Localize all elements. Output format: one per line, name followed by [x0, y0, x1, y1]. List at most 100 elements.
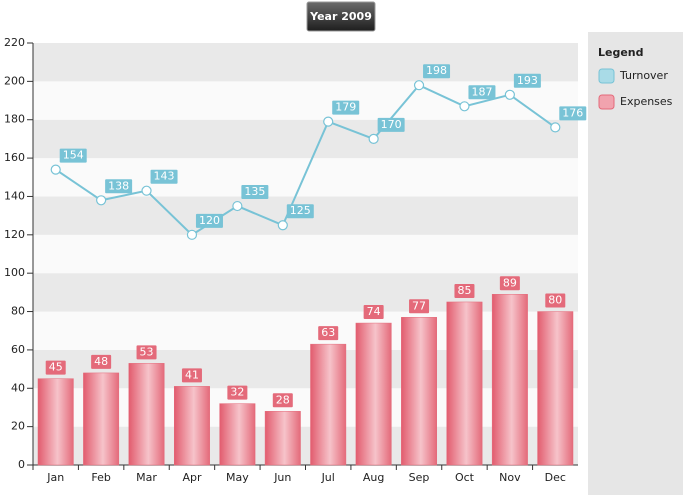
data-label: 120	[199, 214, 220, 227]
data-label: 48	[94, 355, 108, 368]
grid-band	[33, 311, 578, 350]
data-label: 138	[108, 179, 129, 192]
x-tick-label: Jun	[273, 471, 291, 484]
y-tick-label: 20	[11, 420, 25, 433]
y-tick-label: 40	[11, 381, 25, 394]
data-label-box	[105, 179, 133, 194]
bar	[537, 311, 574, 466]
data-label-box	[468, 85, 496, 100]
x-tick-label: Feb	[91, 471, 110, 484]
x-tick-label: Jul	[321, 471, 335, 484]
data-label-box	[91, 354, 112, 369]
data-label-box	[363, 305, 384, 320]
legend-label: Turnover	[619, 69, 668, 82]
y-tick-label: 220	[4, 36, 25, 49]
data-label-box	[559, 106, 587, 121]
data-label: 125	[290, 204, 311, 217]
data-label: 74	[367, 305, 381, 318]
grid-band	[33, 119, 578, 159]
y-tick-label: 0	[18, 458, 25, 471]
bar	[83, 372, 120, 466]
line-point	[141, 185, 152, 196]
data-label-box	[181, 368, 202, 383]
data-label: 193	[517, 74, 538, 87]
line-point	[504, 89, 515, 100]
data-label-box	[150, 169, 178, 184]
legend-label: Expenses	[620, 95, 673, 108]
x-tick-label: Oct	[455, 471, 475, 484]
x-tick-label: Aug	[363, 471, 384, 484]
x-tick-label: Sep	[409, 471, 430, 484]
x-tick-label: Nov	[499, 471, 521, 484]
grid-band	[33, 426, 578, 465]
data-label: 89	[503, 276, 517, 289]
data-label: 32	[230, 386, 244, 399]
data-label: 154	[63, 149, 84, 162]
data-label: 187	[471, 85, 492, 98]
bar	[401, 317, 438, 466]
bar	[128, 363, 165, 466]
data-label-box	[513, 73, 541, 88]
grid-band	[33, 273, 578, 312]
bar	[446, 301, 483, 466]
y-tick-label: 60	[11, 343, 25, 356]
grid-band	[33, 234, 578, 274]
data-label: 63	[321, 326, 335, 339]
title-button[interactable]	[306, 1, 376, 32]
data-label: 143	[154, 170, 175, 183]
data-label: 53	[140, 345, 154, 358]
bar	[310, 343, 347, 466]
data-label-box	[286, 204, 314, 219]
y-tick-label: 120	[4, 228, 25, 241]
data-label: 179	[335, 101, 356, 114]
x-tick-label: May	[226, 471, 249, 484]
y-tick-label: 200	[4, 74, 25, 87]
bar	[219, 403, 256, 466]
line-point	[186, 229, 198, 240]
bar	[355, 322, 392, 466]
data-label: 198	[426, 64, 447, 77]
x-tick-label: Mar	[136, 471, 157, 484]
legend-swatch	[598, 94, 615, 110]
data-label-box	[241, 185, 269, 200]
data-label-box	[272, 393, 293, 408]
data-label: 176	[562, 106, 583, 119]
grid-band	[33, 349, 578, 389]
line-point	[50, 164, 61, 175]
bar	[173, 386, 210, 466]
line-point	[413, 80, 425, 91]
bar	[264, 411, 301, 466]
y-tick-label: 160	[4, 151, 25, 164]
x-tick-label: Apr	[182, 471, 202, 484]
line-point	[459, 101, 470, 112]
data-label-box	[423, 64, 451, 79]
legend-swatch	[598, 68, 615, 84]
data-label: 28	[276, 393, 290, 406]
line	[55, 83, 556, 237]
legend-title: Legend	[598, 46, 644, 59]
data-label: 80	[548, 294, 562, 307]
data-label-box	[454, 283, 475, 298]
y-tick-label: 140	[4, 189, 25, 202]
grid-band	[33, 388, 578, 427]
data-label: 135	[244, 185, 265, 198]
line-point	[323, 116, 334, 127]
line-point	[232, 200, 243, 212]
data-label-box	[136, 345, 157, 360]
data-label-box	[318, 326, 339, 341]
y-tick-label: 80	[11, 305, 25, 318]
data-label-box	[545, 293, 566, 308]
data-label-box	[332, 100, 360, 115]
data-label-box	[409, 299, 430, 314]
chart-title: Year 2009	[309, 10, 372, 23]
x-tick-label: Jan	[46, 471, 64, 484]
line-point	[550, 122, 561, 133]
data-label: 45	[49, 361, 63, 374]
data-label: 85	[457, 284, 471, 297]
data-label-box	[499, 276, 520, 291]
bar	[37, 378, 74, 466]
data-label-box	[59, 148, 87, 163]
y-tick-label: 180	[4, 113, 25, 126]
y-tick-label: 100	[4, 266, 25, 279]
